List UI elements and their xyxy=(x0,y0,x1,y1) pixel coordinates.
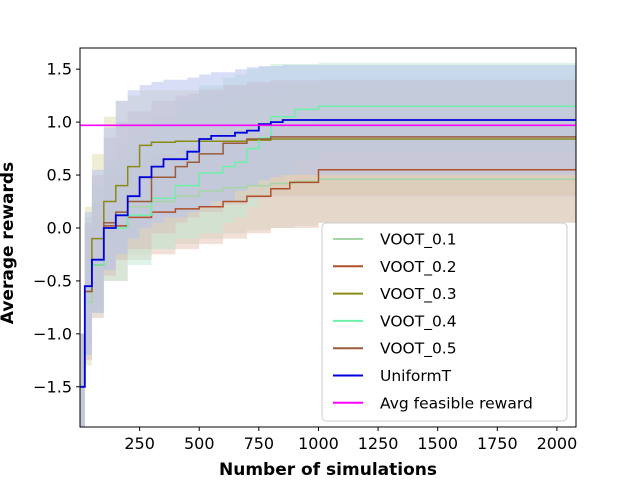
x-tick-label: 1000 xyxy=(298,434,339,453)
y-tick-label: 0.0 xyxy=(47,218,72,237)
y-tick-label: 1.5 xyxy=(47,60,72,79)
x-axis-title: Number of simulations xyxy=(219,460,437,480)
x-tick-label: 2000 xyxy=(537,434,578,453)
y-tick-label: −1.0 xyxy=(33,324,72,343)
band-uniformt xyxy=(80,64,576,427)
legend: VOOT_0.1 VOOT_0.2 VOOT_0.3 VOOT_0.4 VOOT_0.5… xyxy=(321,222,568,422)
legend-label-voot-0-3: VOOT_0.3 xyxy=(380,285,457,304)
line-uniformt xyxy=(80,119,576,388)
line-voot-0-4 xyxy=(80,105,576,388)
y-axis-ticks: −1.5 −1.0 −0.5 0.0 0.5 1.0 1.5 xyxy=(33,60,80,396)
legend-label-voot-0-5: VOOT_0.5 xyxy=(380,340,457,359)
x-tick-label: 250 xyxy=(124,434,155,453)
legend-label-voot-0-4: VOOT_0.4 xyxy=(380,312,457,331)
axes xyxy=(79,47,577,428)
y-tick-label: −0.5 xyxy=(33,271,72,290)
x-tick-label: 500 xyxy=(184,434,215,453)
x-tick-label: 750 xyxy=(244,434,275,453)
y-axis-title: Average rewards xyxy=(0,162,18,324)
series-lines xyxy=(80,105,576,388)
legend-label-voot-0-1: VOOT_0.1 xyxy=(380,231,457,250)
x-tick-label: 1750 xyxy=(477,434,518,453)
legend-label-uniformt: UniformT xyxy=(380,367,452,385)
y-tick-label: 1.0 xyxy=(47,113,72,132)
legend-label-voot-0-2: VOOT_0.2 xyxy=(380,258,457,277)
legend-label-avg-feasible-reward: Avg feasible reward xyxy=(380,394,533,412)
legend-box xyxy=(321,222,568,422)
y-tick-label: 0.5 xyxy=(47,166,72,185)
plot-frame xyxy=(79,47,577,428)
x-tick-label: 1500 xyxy=(417,434,458,453)
x-axis-ticks: 250 500 750 1000 1250 1500 1750 2000 xyxy=(124,427,577,453)
x-tick-label: 1250 xyxy=(358,434,399,453)
y-tick-label: −1.5 xyxy=(33,377,72,396)
